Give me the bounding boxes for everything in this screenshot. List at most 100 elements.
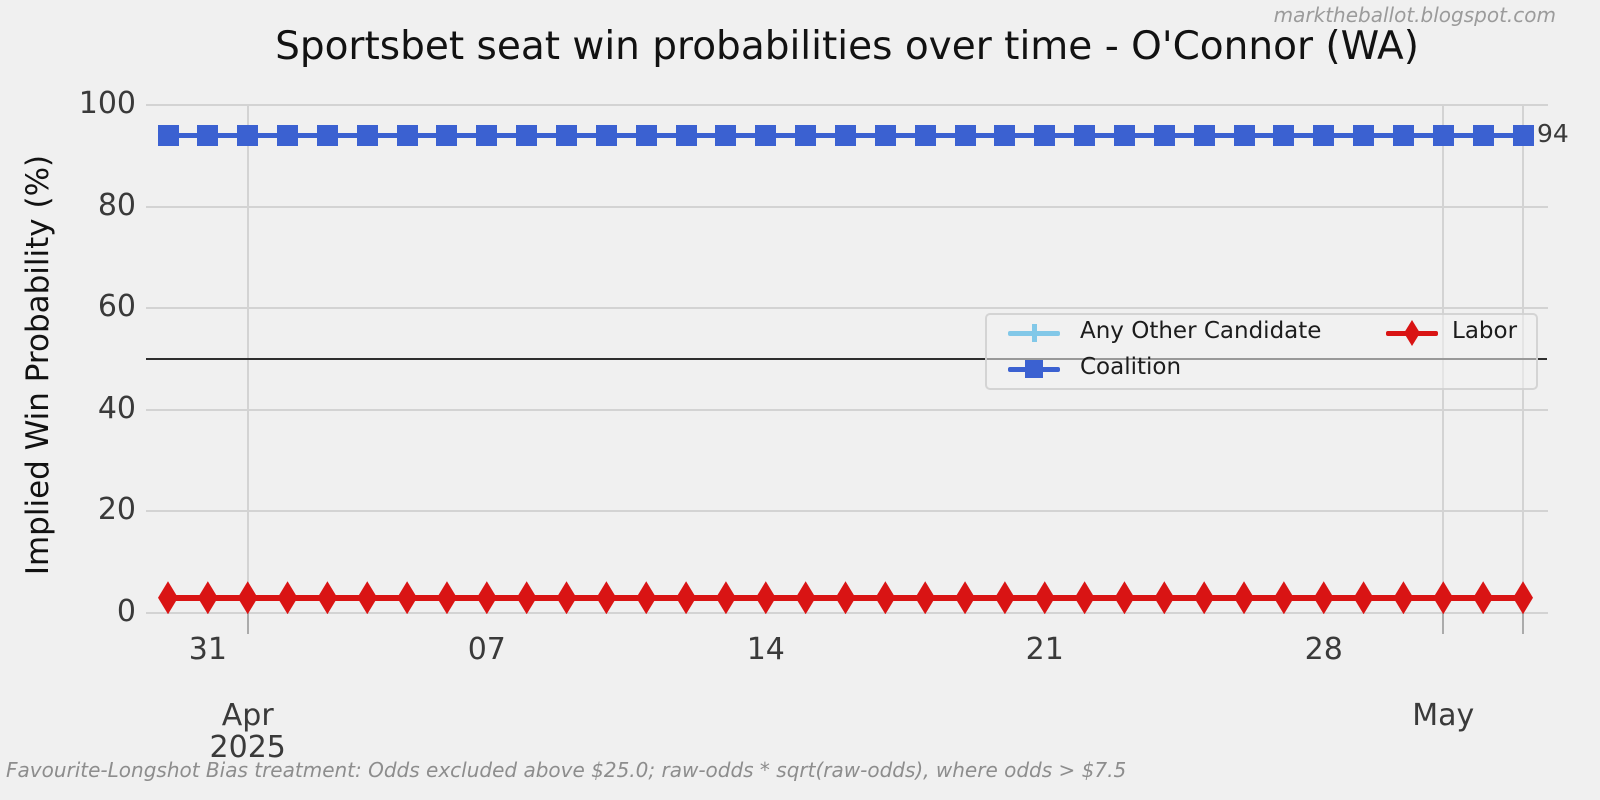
legend-box [985,313,1538,390]
chart-title: Sportsbet seat win probabilities over ti… [275,24,1419,69]
coalition-marker [1313,124,1335,146]
coalition-marker [197,124,219,146]
legend-diamond-icon [1404,320,1420,346]
labor-marker [357,581,378,615]
coalition-marker [1153,124,1175,146]
labor-marker [1234,581,1255,615]
coalition-marker [994,124,1016,146]
labor-marker [1433,581,1454,615]
gridline-horizontal [146,104,1548,106]
labor-marker [197,581,218,615]
coalition-marker [795,124,817,146]
coalition-marker [715,124,737,146]
coalition-marker [356,124,378,146]
legend-item-label: Coalition [1080,354,1182,380]
labor-marker [237,581,258,615]
coalition-marker [1392,124,1414,146]
y-tick-label: 40 [97,390,136,426]
labor-marker [636,581,657,615]
labor-marker [1273,581,1294,615]
labor-marker [277,581,298,615]
labor-marker [1034,581,1055,615]
x-month-label: Apr [221,698,274,733]
labor-marker [1074,581,1095,615]
gridline-horizontal [146,307,1548,310]
gridline-horizontal [146,205,1548,208]
gridline-horizontal [146,510,1548,513]
labor-marker [317,581,338,615]
coalition-marker [1273,124,1295,146]
coalition-marker [556,124,578,146]
y-tick-label: 60 [97,289,136,325]
x-day-label: 31 [188,632,227,667]
labor-marker [955,581,976,615]
labor-marker [476,581,497,615]
labor-marker [1114,581,1135,615]
x-axis-tick [246,613,249,634]
coalition-marker [237,124,259,146]
x-year-label: 2025 [209,730,286,765]
coalition-marker [1034,124,1056,146]
coalition-marker [914,124,936,146]
coalition-marker [1472,124,1494,146]
fifty-percent-reference-line [146,358,1547,360]
labor-marker [875,581,896,615]
labor-marker [436,581,457,615]
coalition-marker [874,124,896,146]
labor-marker [397,581,418,615]
y-tick-label: 20 [97,492,136,528]
coalition-marker [1353,124,1375,146]
labor-marker [1473,581,1494,615]
coalition-marker [277,124,299,146]
labor-marker [755,581,776,615]
labor-marker [516,581,537,615]
coalition-marker [635,124,657,146]
coalition-marker [835,124,856,146]
footnote-text: Favourite-Longshot Bias treatment: Odds … [6,758,1127,782]
y-tick-label: 100 [78,86,136,121]
coalition-marker [675,124,697,146]
coalition-marker [436,124,458,146]
coalition-marker [595,124,617,146]
y-tick-label: 0 [116,594,136,629]
labor-marker [1513,581,1533,615]
labor-marker [158,581,178,615]
coalition-marker [1432,124,1454,146]
coalition-marker [396,124,418,146]
labor-marker [715,581,736,615]
labor-marker [915,581,936,615]
labor-marker [835,581,856,615]
end-value-label: 94 [1537,119,1569,149]
coalition-marker [755,124,777,146]
labor-marker [1194,581,1215,615]
x-axis-tick [1522,613,1524,634]
x-day-label: 07 [467,632,506,667]
gridline-horizontal [146,408,1548,411]
x-month-label: May [1412,698,1475,733]
coalition-marker [954,124,976,146]
legend-square-icon [1025,360,1043,378]
x-day-label: 21 [1025,632,1064,667]
x-day-label: 28 [1304,632,1343,667]
legend-item-label: Any Other Candidate [1080,318,1322,344]
x-axis-tick [1442,613,1445,634]
coalition-marker [1074,124,1096,146]
coalition-marker [1233,124,1255,146]
coalition-marker [1512,124,1534,146]
coalition-marker [1113,124,1135,146]
labor-marker [596,581,617,615]
coalition-marker [1193,124,1215,146]
labor-marker [1393,581,1414,615]
labor-marker [1154,581,1175,615]
labor-marker [795,581,816,615]
coalition-marker [316,124,338,146]
coalition-marker [516,124,538,146]
labor-marker [556,581,577,615]
labor-marker [1353,581,1374,615]
gridline-horizontal [146,612,1548,614]
labor-marker [676,581,697,615]
y-tick-label: 80 [97,187,136,223]
x-day-label: 14 [746,632,785,667]
legend-plus-icon [1031,324,1037,342]
